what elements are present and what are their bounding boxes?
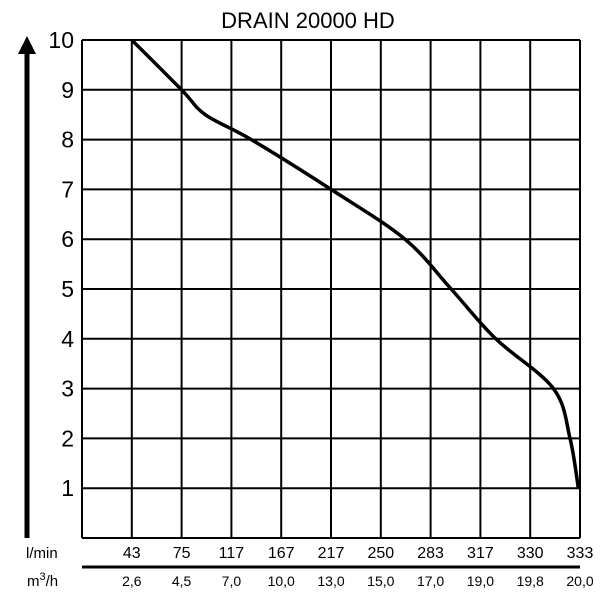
x-tick-label-primary: 333 — [567, 545, 594, 562]
x-unit-primary: l/min — [26, 545, 58, 562]
y-tick-label: 4 — [61, 326, 74, 352]
x-tick-label-primary: 167 — [268, 545, 295, 562]
x-tick-label-secondary: 15,0 — [367, 573, 394, 589]
x-tick-label-secondary: 17,0 — [417, 573, 444, 589]
x-tick-label-secondary: 19,8 — [517, 573, 544, 589]
x-tick-label-primary: 75 — [173, 545, 191, 562]
y-tick-label: 8 — [61, 127, 74, 153]
x-tick-label-secondary: 13,0 — [317, 573, 344, 589]
y-tick-labels: 1 2 3 4 5 6 7 8 9 10 — [48, 27, 74, 501]
x-tick-label-secondary: 7,0 — [222, 573, 242, 589]
y-tick-label: 6 — [61, 226, 74, 252]
x-tick-label-primary: 43 — [123, 545, 141, 562]
x-tick-label-primary: 317 — [467, 545, 494, 562]
y-tick-label: 9 — [61, 77, 74, 103]
x-tick-label-secondary: 2,6 — [122, 573, 142, 589]
x-tick-label-primary: 330 — [517, 545, 544, 562]
x-tick-label-secondary: 20,0 — [566, 573, 593, 589]
x-tick-label-secondary: 10,0 — [268, 573, 295, 589]
y-tick-label: 5 — [61, 276, 74, 302]
x-tick-label-primary: 117 — [219, 545, 245, 562]
y-tick-label: 1 — [61, 475, 74, 501]
y-tick-label: 2 — [61, 425, 74, 451]
series-line — [130, 38, 581, 489]
x-tick-labels: 43 75 117 167 217 250 283 317 330 333 2,6 4,5 7,0 10,… — [122, 545, 594, 589]
x-tick-label-secondary: 4,5 — [172, 573, 192, 589]
y-tick-label: 3 — [61, 376, 74, 402]
x-tick-label-primary: 217 — [318, 545, 345, 562]
y-tick-label: 7 — [61, 176, 74, 202]
x-unit-secondary: m3/h — [27, 571, 58, 590]
x-tick-label-primary: 250 — [367, 545, 394, 562]
y-axis-arrow — [18, 36, 36, 538]
x-tick-label-primary: 283 — [417, 545, 444, 562]
grid — [81, 39, 581, 539]
x-tick-label-secondary: 19,0 — [467, 573, 494, 589]
y-tick-label: 10 — [48, 27, 74, 53]
chart-title: DRAIN 20000 HD — [221, 8, 395, 33]
